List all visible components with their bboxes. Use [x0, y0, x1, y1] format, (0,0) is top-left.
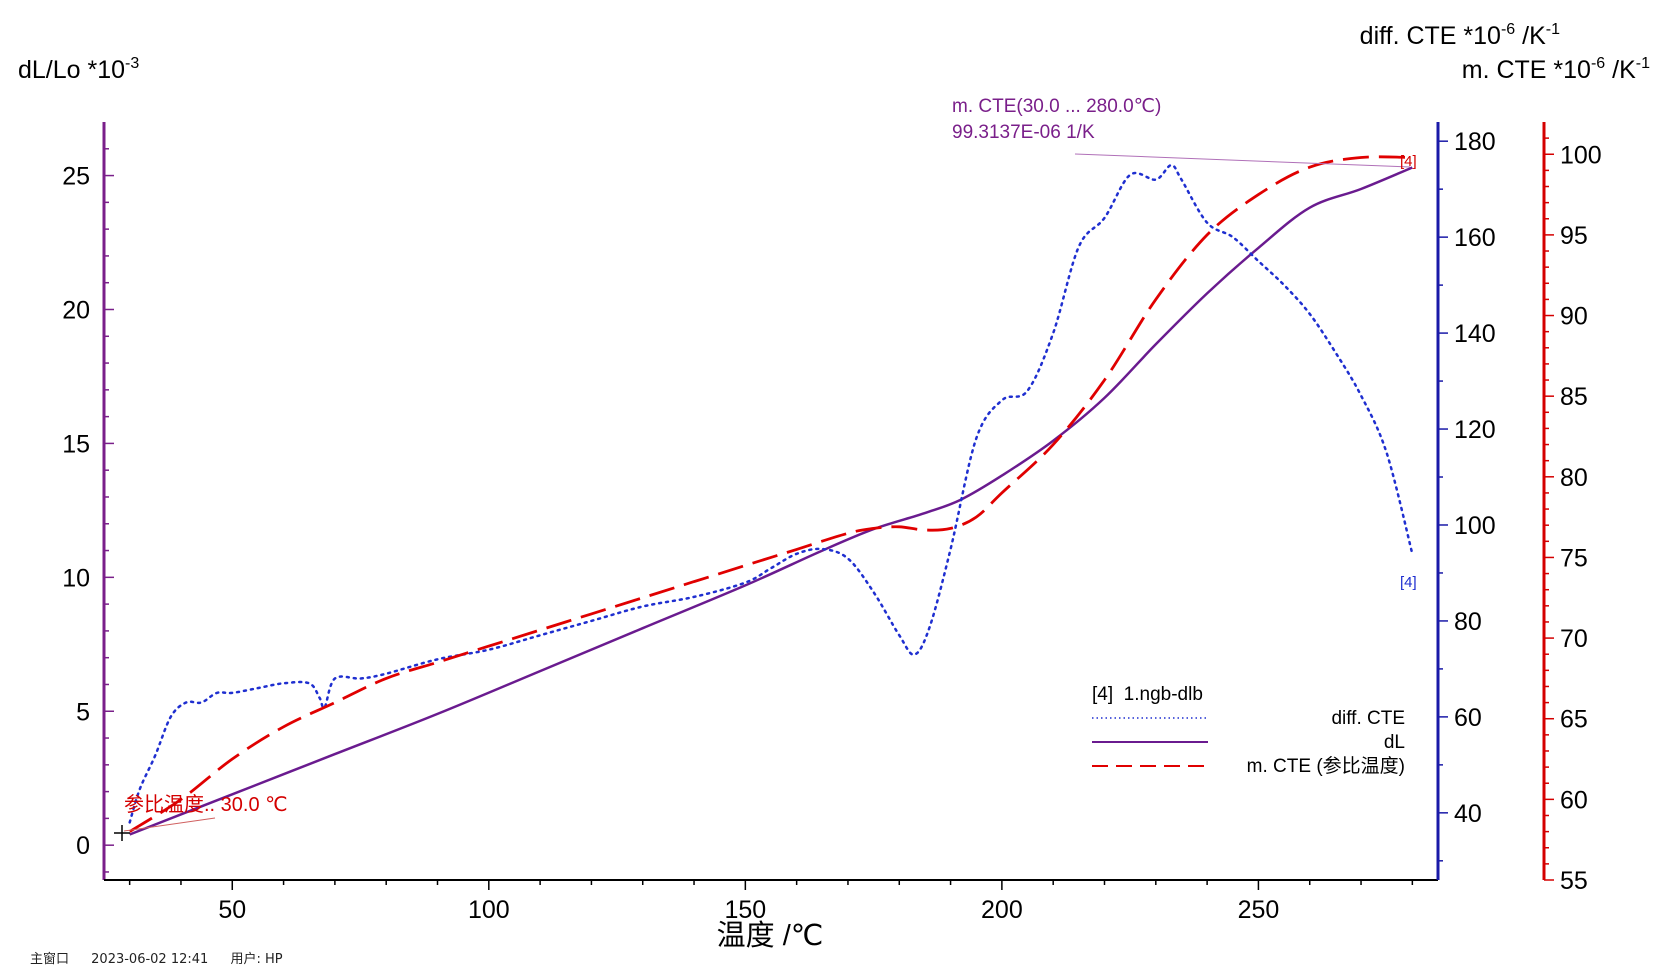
x-axis-ticks: 50 100 150 200 250	[128, 880, 1414, 924]
m-cte-tick-label: 95	[1560, 222, 1588, 250]
series-layer	[128, 155, 1414, 836]
diff-cte-tick-label: 140	[1454, 320, 1496, 348]
footer-user: 用户: HP	[230, 952, 283, 967]
ref-temp-leader	[123, 817, 216, 832]
x-tick-label: 50	[218, 896, 246, 924]
right-axis-label-diff-cte: diff. CTE *10-6 /K-1	[1360, 21, 1560, 50]
m-cte-tick-label: 80	[1560, 464, 1588, 492]
diff-cte-tick-label: 120	[1454, 416, 1496, 444]
footer-bar: 主窗口 2023-06-02 12:41 用户: HP	[30, 948, 301, 967]
left-tick-label: 25	[62, 163, 90, 191]
diff-cte-tick-label: 100	[1454, 512, 1496, 540]
m-cte-tick-label: 75	[1560, 544, 1588, 572]
footer-timestamp: 2023-06-02 12:41	[91, 952, 209, 967]
mcte-annotation-line1: m. CTE(30.0 ... 280.0℃)	[952, 96, 1161, 117]
x-tick-label: 150	[724, 896, 766, 924]
x-tick-label: 200	[981, 896, 1023, 924]
legend-title: [4] 1.ngb-dlb	[1092, 684, 1203, 705]
end-marker-blue: [4]	[1400, 574, 1417, 591]
left-tick-label: 0	[76, 832, 90, 860]
legend-item-m-cte: m. CTE (参比温度)	[1247, 755, 1405, 777]
m-cte-tick-label: 65	[1560, 706, 1588, 734]
left-tick-label: 10	[62, 564, 90, 592]
m-cte-line	[128, 155, 1413, 833]
legend-item-diff-cte: diff. CTE	[1331, 708, 1405, 729]
left-axis-ticks: 0 5 10 15 20 25	[62, 148, 114, 873]
diff-cte-axis-ticks: 40 60 80 100 120 140 160 180	[1438, 128, 1496, 862]
ref-temp-annotation: 参比温度.. 30.0 ℃	[124, 793, 288, 816]
left-axis-label: dL/Lo *10-3	[18, 55, 139, 84]
legend: [4] 1.ngb-dlb diff. CTE dL m. CTE (参比温度)	[1092, 684, 1405, 777]
end-marker-red: [4]	[1400, 153, 1417, 170]
x-axis-label: 温度 /℃	[717, 919, 824, 952]
m-cte-tick-label: 60	[1560, 786, 1588, 814]
left-tick-label: 15	[62, 430, 90, 458]
x-tick-label: 100	[468, 896, 510, 924]
m-cte-tick-label: 85	[1560, 383, 1588, 411]
diff-cte-tick-label: 60	[1454, 704, 1482, 732]
ref-point-marker	[114, 825, 130, 841]
mcte-annotation-leader	[1074, 153, 1411, 168]
m-cte-tick-label: 70	[1560, 625, 1588, 653]
diff-cte-tick-label: 40	[1454, 800, 1482, 828]
dl-line	[129, 166, 1413, 836]
m-cte-tick-label: 55	[1560, 867, 1588, 895]
diff-cte-tick-label: 180	[1454, 128, 1496, 156]
left-tick-label: 20	[62, 296, 90, 324]
left-tick-label: 5	[76, 698, 90, 726]
diff-cte-tick-label: 160	[1454, 224, 1496, 252]
legend-item-dl: dL	[1384, 732, 1405, 753]
diff-cte-line	[128, 163, 1414, 824]
right-axis-label-m-cte: m. CTE *10-6 /K-1	[1462, 55, 1650, 84]
diff-cte-tick-label: 80	[1454, 608, 1482, 636]
m-cte-axis-ticks: 55 60 65 70 75 80 85 90 95 100	[1544, 137, 1602, 895]
m-cte-tick-label: 100	[1560, 141, 1602, 169]
mcte-annotation-line2: 99.3137E-06 1/K	[952, 122, 1095, 143]
m-cte-tick-label: 90	[1560, 303, 1588, 331]
x-tick-label: 250	[1238, 896, 1280, 924]
footer-window: 主窗口	[30, 952, 70, 967]
